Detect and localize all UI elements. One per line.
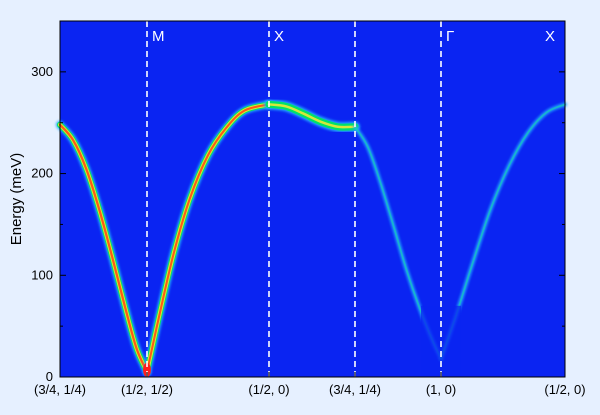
x-tick-label: (1/2, 0) xyxy=(248,382,289,397)
y-tick-label: 0 xyxy=(46,369,53,384)
series-inner xyxy=(267,103,357,129)
x-tick-label: (1/2, 0) xyxy=(544,382,585,397)
y-axis: 0 100 200 300 xyxy=(31,64,565,384)
series-segment xyxy=(264,99,360,133)
symmetry-label: Γ xyxy=(446,28,454,45)
y-tick-label: 200 xyxy=(31,166,53,181)
series-segment xyxy=(56,120,151,376)
dispersion-curves xyxy=(56,99,567,377)
symmetry-label: X xyxy=(274,28,284,45)
series-core xyxy=(58,123,149,374)
y-axis-title: Energy (meV) xyxy=(8,153,25,246)
symmetry-label: X xyxy=(545,28,555,45)
series-segment xyxy=(143,100,273,376)
symmetry-label: M xyxy=(152,28,165,45)
peak-spot xyxy=(143,362,151,377)
x-tick-label: (3/4, 1/4) xyxy=(34,382,86,397)
x-tick-label: (1, 0) xyxy=(426,382,456,397)
plot-frame xyxy=(59,20,566,378)
y-tick-label: 300 xyxy=(31,64,53,79)
x-tick-label: (3/4, 1/4) xyxy=(329,382,381,397)
series-core xyxy=(146,103,270,373)
x-tick-label: (1/2, 1/2) xyxy=(121,382,173,397)
plot-background xyxy=(60,21,565,377)
y-tick-label: 100 xyxy=(31,267,53,282)
x-axis: (3/4, 1/4) (1/2, 1/2) (1/2, 0) (3/4, 1/4) (1… xyxy=(34,372,586,397)
